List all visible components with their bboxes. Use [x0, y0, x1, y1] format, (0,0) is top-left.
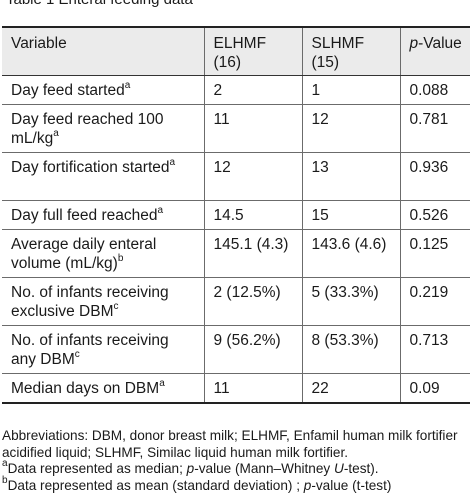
table-caption: Table 1 Enteral feeding data [6, 0, 193, 8]
footnote-marker: b [117, 252, 124, 264]
header-p-italic: p [409, 35, 419, 52]
slhmf-cell: 12 [301, 104, 401, 153]
table-row: No. of infants receiving exclusive DBMc … [2, 277, 470, 326]
header-variable: Variable [2, 26, 205, 76]
header-p-rest: -Value [418, 35, 462, 52]
header-p-value: p-Value [399, 26, 470, 76]
p-value-cell: 0.936 [399, 152, 470, 201]
abbreviations-note: Abbreviations: DBM, donor breast milk; E… [2, 428, 458, 460]
slhmf-cell: 1 [301, 75, 401, 105]
variable-label: Average daily enteral volume (mL/kg) [11, 236, 157, 272]
header-row: Variable ELHMF (16) SLHMF (15) p-Value [2, 26, 470, 76]
footnote-marker: a [169, 156, 176, 168]
footnote-marker: c [74, 348, 80, 360]
elhmf-cell: 2 [203, 75, 303, 105]
header-elhmf: ELHMF (16) [203, 26, 303, 76]
p-value-cell: 0.526 [399, 200, 470, 230]
footnote-marker: a [157, 204, 164, 216]
elhmf-cell: 11 [203, 373, 303, 404]
footnote-b: bData represented as mean (standard devi… [2, 474, 392, 493]
enteral-feeding-table: Variable ELHMF (16) SLHMF (15) p-Value D… [2, 26, 470, 404]
p-value-cell: 0.09 [399, 373, 470, 404]
footnote-marker: a [159, 377, 165, 389]
slhmf-cell: 15 [301, 200, 401, 230]
variable-label: Day feed reached 100 mL/kg [11, 111, 164, 147]
variable-cell: No. of infants receiving exclusive DBMc [2, 277, 205, 326]
variable-cell: Median days on DBMa [2, 373, 205, 404]
p-value-cell: 0.088 [399, 75, 470, 105]
variable-cell: Day feed starteda [2, 75, 205, 105]
elhmf-cell: 14.5 [203, 200, 303, 230]
table-row: No. of infants receiving any DBMc 9 (56.… [2, 325, 470, 374]
variable-label: Day fortification started [11, 159, 170, 176]
variable-label: Day feed started [11, 82, 125, 99]
footnote-marker: c [113, 300, 119, 312]
table-row: Day feed starteda 2 1 0.088 [2, 75, 470, 105]
p-value-cell: 0.125 [399, 229, 470, 278]
footnote-marker: a [124, 79, 131, 91]
footnote-marker: a [53, 127, 59, 139]
variable-cell: Average daily enteral volume (mL/kg)b [2, 229, 205, 278]
variable-cell: No. of infants receiving any DBMc [2, 325, 205, 374]
p-value-cell: 0.219 [399, 277, 470, 326]
slhmf-cell: 143.6 (4.6) [301, 229, 401, 278]
table-row: Day feed reached 100 mL/kga 11 12 0.781 [2, 104, 470, 153]
variable-label: No. of infants receiving exclusive DBM [11, 284, 169, 320]
p-value-cell: 0.781 [399, 104, 470, 153]
table-row: Average daily enteral volume (mL/kg)b 14… [2, 229, 470, 278]
variable-cell: Day full feed reacheda [2, 200, 205, 230]
elhmf-cell: 12 [203, 152, 303, 201]
table-row: Day fortification starteda 12 13 0.936 [2, 152, 470, 201]
header-slhmf: SLHMF (15) [301, 26, 401, 76]
slhmf-cell: 13 [301, 152, 401, 201]
table-row: Day full feed reacheda 14.5 15 0.526 [2, 200, 470, 230]
variable-label: No. of infants receiving any DBM [11, 332, 169, 368]
variable-cell: Day fortification starteda [2, 152, 205, 201]
footnote-a: aData represented as median; p-value (Ma… [2, 458, 379, 476]
variable-label: Median days on DBM [11, 380, 160, 397]
slhmf-cell: 22 [301, 373, 401, 404]
elhmf-cell: 9 (56.2%) [203, 325, 303, 374]
elhmf-cell: 11 [203, 104, 303, 153]
elhmf-cell: 145.1 (4.3) [203, 229, 303, 278]
slhmf-cell: 5 (33.3%) [301, 277, 401, 326]
variable-cell: Day feed reached 100 mL/kga [2, 104, 205, 153]
table-row: Median days on DBMa 11 22 0.09 [2, 373, 470, 404]
slhmf-cell: 8 (53.3%) [301, 325, 401, 374]
table-footnotes: Abbreviations: DBM, donor breast milk; E… [2, 428, 472, 494]
variable-label: Day full feed reached [11, 207, 158, 224]
elhmf-cell: 2 (12.5%) [203, 277, 303, 326]
p-value-cell: 0.713 [399, 325, 470, 374]
